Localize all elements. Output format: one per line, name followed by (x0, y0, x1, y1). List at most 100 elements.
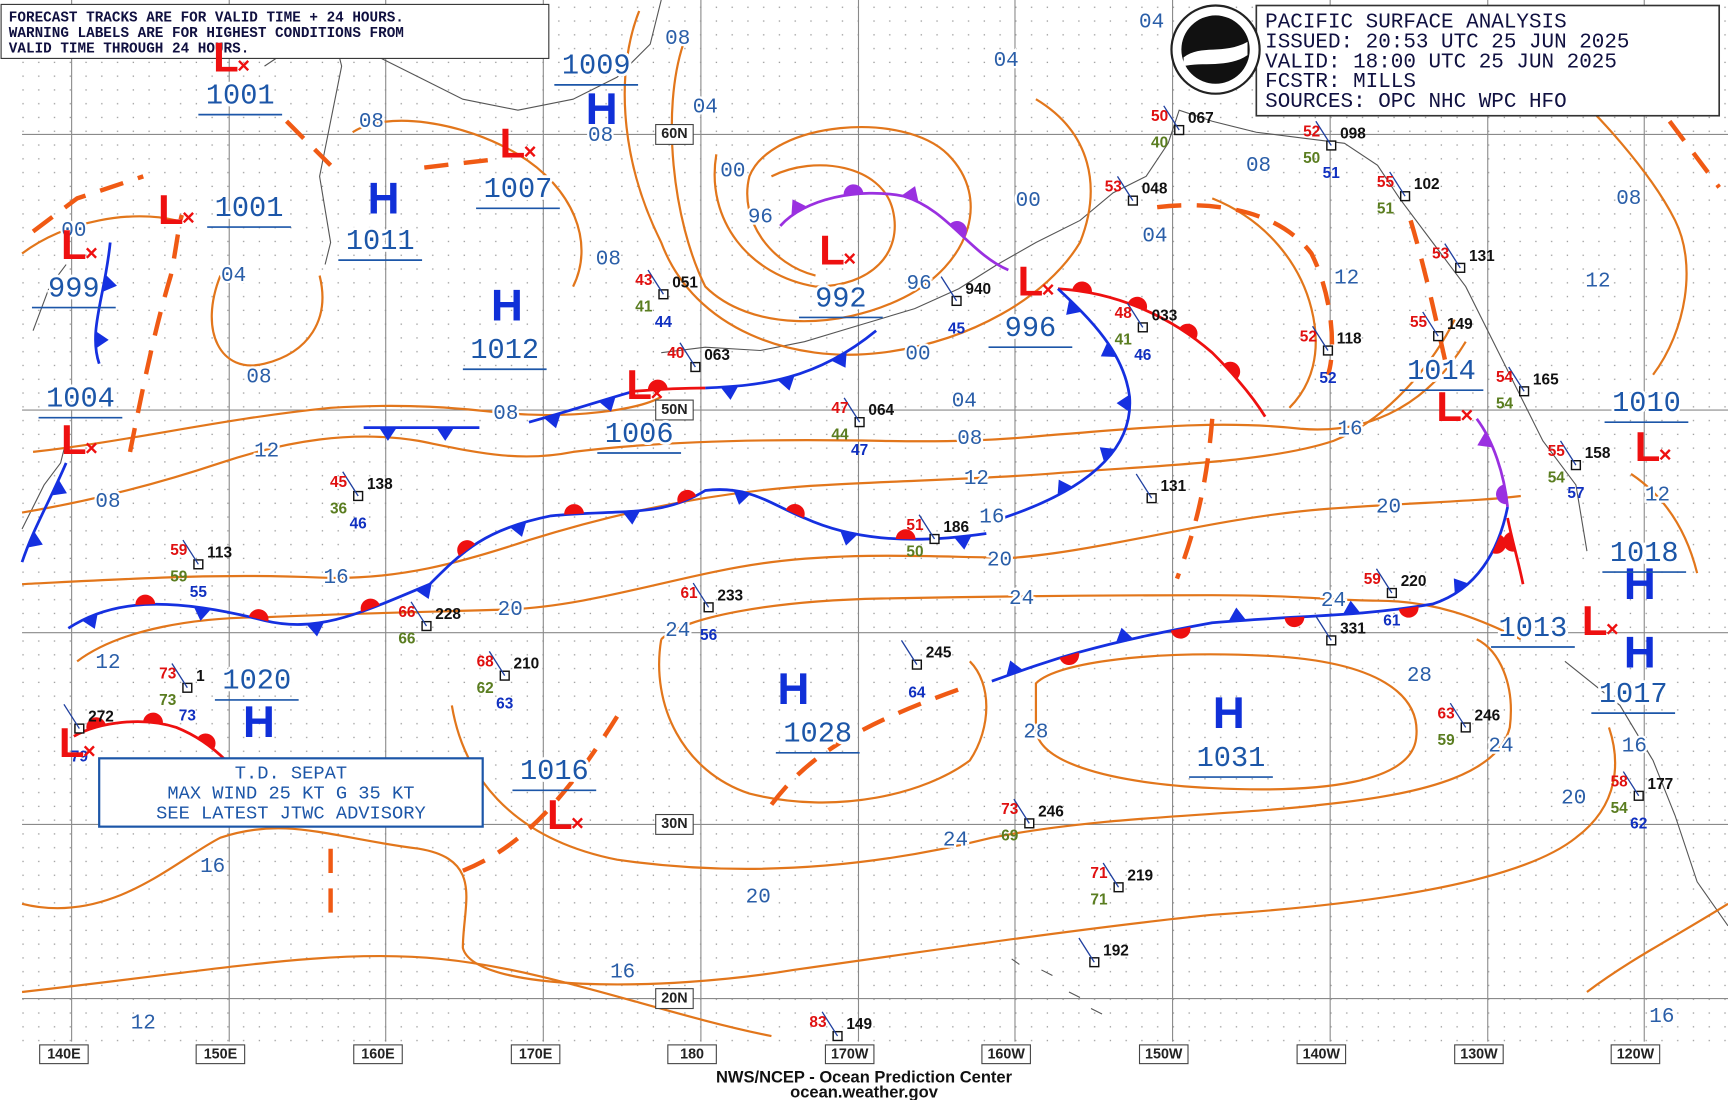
high-symbol: H (586, 85, 618, 134)
lon-label-box (1296, 1044, 1347, 1065)
front-line (73, 720, 227, 762)
isobar-label: 08 (246, 366, 271, 389)
longitude-label: 150W (1145, 1047, 1183, 1063)
station-sst: 45 (948, 321, 966, 338)
title-line: PACIFIC SURFACE ANALYSIS (1265, 12, 1567, 35)
lon-label-box (1454, 1044, 1504, 1065)
front-symbol (647, 379, 668, 391)
isobar-label: 16 (979, 506, 1004, 529)
station-marker (1570, 460, 1582, 471)
front-symbol (1228, 607, 1247, 622)
wind-barb (692, 582, 710, 608)
station-dewpoint: 50 (1303, 150, 1320, 167)
front-symbol (1066, 299, 1082, 315)
isobar-label: 20 (1561, 788, 1586, 811)
isobar-label: 00 (1016, 190, 1041, 213)
front-symbol (1492, 534, 1507, 554)
longitude-label: 140E (47, 1047, 80, 1063)
central-pressure: 1007 (484, 173, 553, 206)
front-symbol (248, 609, 269, 622)
isobar-label: 00 (61, 220, 86, 243)
longitude-label: 180 (680, 1047, 704, 1063)
low-symbol: L (1582, 597, 1608, 644)
station-sst: 46 (350, 516, 368, 533)
front-line (633, 386, 706, 393)
central-pressure: 1009 (562, 50, 631, 83)
station-temp: 53 (1432, 246, 1450, 263)
central-pressure: 999 (48, 272, 100, 305)
station-temp: 48 (1115, 305, 1133, 322)
front-symbol (1057, 479, 1073, 496)
title-line: ISSUED: 20:53 UTC 25 JUN 2025 (1265, 31, 1629, 54)
lat-label-box (655, 399, 694, 421)
station-pressure: 067 (1188, 110, 1214, 127)
isobar-label: 28 (1023, 721, 1048, 744)
title-line: SOURCES: OPC NHC WPC HFO (1265, 91, 1567, 114)
wind-barb (843, 397, 861, 423)
station-pressure: 272 (88, 709, 114, 726)
station-pressure: 177 (1648, 776, 1674, 793)
station-dewpoint: 40 (1151, 134, 1168, 151)
station-marker (1326, 635, 1337, 646)
advisory-line: MAX WIND 25 KT G 35 KT (167, 783, 414, 805)
front-line (1506, 517, 1525, 585)
station-pressure: 064 (868, 402, 894, 419)
station-sst: 57 (1567, 485, 1584, 502)
front-symbol (360, 598, 380, 612)
station-pressure: 118 (1337, 331, 1362, 348)
station-sst: 64 (908, 684, 926, 701)
station-sst: 46 (1134, 347, 1152, 364)
central-pressure: 992 (815, 282, 867, 315)
lon-label-box (667, 1044, 717, 1065)
central-pressure: 1014 (1407, 355, 1476, 388)
station-pressure: 131 (1469, 248, 1495, 265)
isobar-label: 12 (964, 468, 989, 491)
wind-barb (1163, 105, 1180, 131)
low-symbol: L (1635, 423, 1661, 470)
isobar-label: 24 (1321, 590, 1346, 613)
front-symbol (1099, 447, 1116, 463)
wind-barb (1078, 937, 1095, 963)
isobar-label: 08 (1246, 155, 1271, 178)
station-pressure: 246 (1475, 708, 1501, 725)
front-symbol (81, 613, 98, 629)
noaa-logo (1170, 4, 1261, 95)
station-sst: 56 (700, 627, 718, 644)
lon-label-box (824, 1044, 875, 1065)
title-line: FCSTR: MILLS (1265, 71, 1416, 94)
isobar-label: 16 (200, 856, 225, 879)
longitude-label: 160E (361, 1047, 394, 1063)
front-symbol (193, 606, 212, 621)
advisory-box (98, 757, 484, 828)
station-temp: 40 (667, 345, 684, 362)
central-pressure: 1001 (206, 79, 275, 112)
station-pressure: 048 (1142, 181, 1168, 198)
lon-label-box (981, 1044, 1031, 1065)
front-symbol (949, 220, 967, 238)
station-pressure: 138 (367, 476, 393, 493)
longitude-label: 150E (204, 1047, 237, 1063)
wind-barb (1375, 568, 1393, 594)
low-center-x: × (85, 240, 98, 265)
isobar-label: 16 (1649, 1006, 1674, 1029)
front-symbol (51, 479, 67, 496)
low-center-x: × (524, 139, 537, 164)
isobar-label: 04 (221, 265, 246, 288)
isobar-label: 12 (131, 1012, 156, 1035)
lat-label-box (655, 123, 694, 145)
low-symbol: L (59, 719, 85, 766)
longitude-label: 120W (1617, 1047, 1655, 1063)
note-line: WARNING LABELS ARE FOR HIGHEST CONDITION… (9, 26, 404, 42)
latitude-label: 50N (661, 402, 687, 418)
central-pressure: 1020 (222, 665, 291, 698)
lon-label-box (1610, 1044, 1661, 1065)
front-symbol (840, 530, 858, 546)
front-symbol (1100, 341, 1117, 357)
longitude-label: 130W (1460, 1047, 1498, 1063)
high-symbol: H (1624, 628, 1656, 677)
front-symbol (1223, 361, 1241, 379)
station-temp: 54 (1496, 369, 1514, 386)
station-sst: 79 (71, 748, 88, 765)
front-symbol (1398, 606, 1419, 618)
